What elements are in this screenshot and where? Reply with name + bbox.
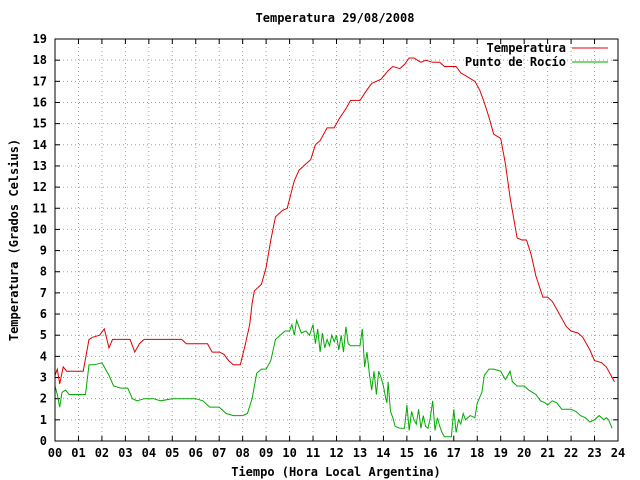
x-tick-label: 13 [353, 446, 367, 460]
y-tick-label: 5 [40, 328, 47, 342]
x-tick-label: 04 [142, 446, 156, 460]
y-tick-label: 0 [40, 434, 47, 448]
x-axis-ticks: 00 01 02 03 04 05 06 07 08 09 10 11 12 13 14 15 16 17 18 19… [48, 39, 625, 460]
x-tick-label: 14 [376, 446, 390, 460]
x-tick-label: 12 [329, 446, 343, 460]
x-tick-label: 09 [259, 446, 273, 460]
series-line-temperatura [54, 57, 615, 385]
legend-label: Temperatura [487, 41, 566, 55]
y-tick-label: 8 [40, 265, 47, 279]
x-tick-label: 10 [282, 446, 296, 460]
y-tick-label: 18 [33, 53, 47, 67]
series-line-punto-de-rocio [54, 318, 613, 438]
x-tick-label: 19 [493, 446, 507, 460]
y-tick-label: 7 [40, 286, 47, 300]
x-tick-label: 07 [212, 446, 226, 460]
x-tick-label: 05 [165, 446, 179, 460]
x-tick-label: 21 [540, 446, 554, 460]
plot-frame [54, 38, 619, 442]
y-tick-label: 13 [33, 159, 47, 173]
legend-label: Punto de Rocío [465, 55, 566, 69]
y-tick-label: 11 [33, 201, 47, 215]
x-tick-label: 03 [118, 446, 132, 460]
y-tick-label: 15 [33, 117, 47, 131]
y-tick-label: 4 [40, 349, 47, 363]
x-tick-label: 22 [564, 446, 578, 460]
y-tick-label: 12 [33, 180, 47, 194]
x-tick-label: 06 [189, 446, 203, 460]
y-tick-label: 6 [40, 307, 47, 321]
x-tick-label: 02 [95, 446, 109, 460]
x-tick-label: 23 [587, 446, 601, 460]
grid [55, 39, 618, 441]
y-tick-label: 10 [33, 222, 47, 236]
x-tick-label: 17 [447, 446, 461, 460]
y-tick-label: 9 [40, 244, 47, 258]
x-tick-label: 18 [470, 446, 484, 460]
y-tick-label: 14 [33, 138, 47, 152]
y-axis-label: Temperatura (Grados Celsius) [7, 139, 21, 341]
x-tick-label: 15 [400, 446, 414, 460]
x-tick-label: 08 [235, 446, 249, 460]
x-tick-label: 20 [517, 446, 531, 460]
x-tick-label: 11 [306, 446, 320, 460]
chart-title: Temperatura 29/08/2008 [256, 11, 415, 25]
y-tick-label: 2 [40, 392, 47, 406]
series-lines [54, 57, 615, 438]
y-tick-label: 16 [33, 95, 47, 109]
y-tick-label: 3 [40, 371, 47, 385]
x-tick-label: 16 [423, 446, 437, 460]
y-tick-label: 17 [33, 74, 47, 88]
x-tick-label: 24 [611, 446, 625, 460]
y-tick-label: 1 [40, 413, 47, 427]
x-axis-label: Tiempo (Hora Local Argentina) [231, 465, 441, 479]
x-tick-label: 00 [48, 446, 62, 460]
y-tick-label: 19 [33, 32, 47, 46]
x-tick-label: 01 [71, 446, 85, 460]
